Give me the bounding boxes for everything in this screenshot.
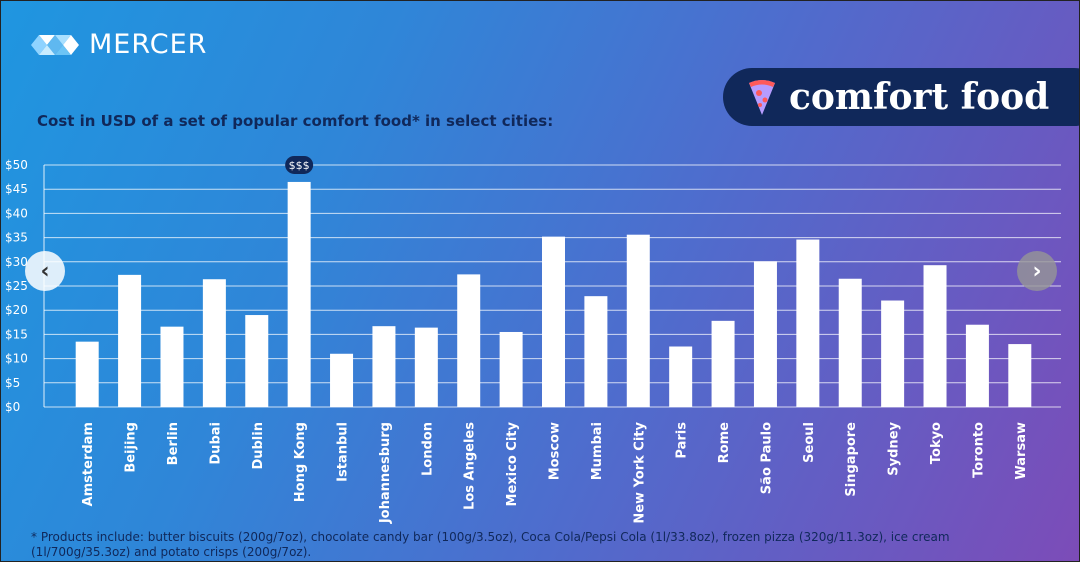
brand-name: MERCER xyxy=(89,29,208,60)
bar-sydney xyxy=(881,300,905,407)
y-tick-label: $15 xyxy=(5,327,28,341)
y-tick-label: $30 xyxy=(5,255,28,269)
x-tick-label: Istanbul xyxy=(336,422,351,482)
x-tick-label: Sydney xyxy=(887,421,902,475)
x-tick-label: Johannesburg xyxy=(378,422,393,524)
bar-warsaw xyxy=(1008,344,1032,407)
x-tick-label: Hong Kong xyxy=(293,422,308,502)
y-tick-label: $25 xyxy=(5,279,28,293)
x-tick-label: Paris xyxy=(675,422,690,459)
x-tick-label: Toronto xyxy=(971,422,986,478)
bar-paris xyxy=(669,346,693,407)
bar-berlin xyxy=(160,326,184,407)
bar-london xyxy=(414,327,438,407)
mercer-logo-icon xyxy=(31,34,79,55)
bar-toronto xyxy=(965,324,989,407)
x-tick-label: Beijing xyxy=(124,422,139,473)
bar-s-o-paulo xyxy=(753,261,777,407)
x-tick-label: New York City xyxy=(632,421,647,523)
y-tick-label: $20 xyxy=(5,303,28,317)
bar-dublin xyxy=(245,315,269,407)
x-tick-label: Dublin xyxy=(251,422,266,470)
x-tick-label: Amsterdam xyxy=(81,422,96,506)
x-tick-label: London xyxy=(420,422,435,476)
y-axis-labels: $0 $5 $10 $15 $20 $25 $30 $35 $40 $45 $50 xyxy=(5,158,28,414)
next-button[interactable]: › xyxy=(1017,251,1057,291)
bar-beijing xyxy=(118,274,142,407)
x-tick-label: Seoul xyxy=(802,422,817,463)
y-tick-label: $5 xyxy=(5,376,20,390)
annotation-pill xyxy=(285,155,314,174)
y-tick-label: $40 xyxy=(5,206,28,220)
bar-mumbai xyxy=(584,296,608,407)
bar-hong-kong xyxy=(287,181,311,407)
bar-moscow xyxy=(542,236,565,407)
x-tick-label: Warsaw xyxy=(1014,422,1029,480)
y-tick-label: $45 xyxy=(5,182,28,196)
x-axis-labels: Amsterdam Beijing Berlin Dubai Dublin Hong Ko… xyxy=(81,421,1029,524)
bar-amsterdam xyxy=(75,341,99,407)
x-tick-label: Mumbai xyxy=(590,422,605,480)
x-tick-label: São Paulo xyxy=(759,422,774,494)
y-tick-label: $35 xyxy=(5,231,28,245)
bar-johannesburg xyxy=(372,326,396,407)
x-tick-label: Moscow xyxy=(548,422,563,480)
bar-mexico-city xyxy=(499,331,523,407)
chart-title: Cost in USD of a set of popular comfort … xyxy=(37,112,554,130)
chart-bars xyxy=(75,181,1032,407)
x-tick-label: Mexico City xyxy=(505,421,520,506)
bar-dubai xyxy=(202,279,226,407)
y-tick-label: $10 xyxy=(5,352,28,366)
previous-button[interactable]: ‹ xyxy=(25,251,65,291)
bar-tokyo xyxy=(923,265,947,407)
x-tick-label: Dubai xyxy=(208,422,223,465)
y-tick-label: $0 xyxy=(5,400,20,414)
bar-singapore xyxy=(838,278,862,407)
bar-new-york-city xyxy=(626,234,650,407)
x-tick-label: Tokyo xyxy=(929,422,944,464)
x-tick-label: Berlin xyxy=(166,422,181,465)
badge-label: comfort food xyxy=(789,76,1050,118)
x-tick-label: Singapore xyxy=(844,422,859,497)
mercer-logo: MERCER xyxy=(31,29,207,60)
pizza-slice-icon xyxy=(749,80,775,115)
comfort-food-badge: comfort food xyxy=(723,68,1079,126)
bar-rome xyxy=(711,320,735,407)
x-tick-label: Los Angeles xyxy=(463,422,478,510)
annotation-label: $$$ xyxy=(289,159,310,172)
footnote: * Products include: butter biscuits (200… xyxy=(31,530,950,559)
bar-istanbul xyxy=(330,353,354,407)
x-tick-label: Rome xyxy=(717,422,732,463)
bar-los-angeles xyxy=(457,274,481,407)
y-tick-label: $50 xyxy=(5,158,28,172)
chart-annotation: $$$ xyxy=(285,155,314,174)
bar-seoul xyxy=(796,239,820,407)
